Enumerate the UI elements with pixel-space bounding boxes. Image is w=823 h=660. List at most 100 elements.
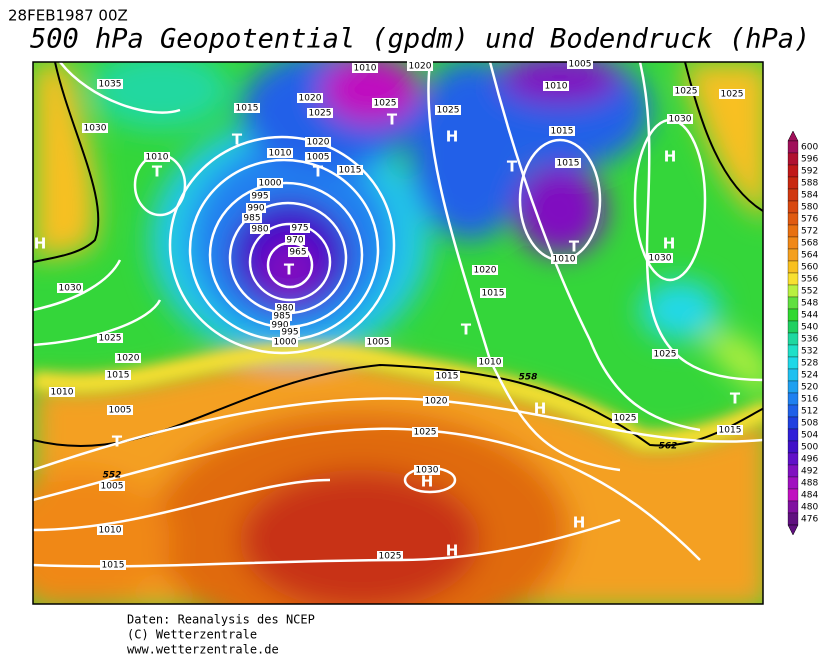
colorbar-swatch <box>787 176 799 190</box>
colorbar-label: 508 <box>801 419 818 429</box>
pressure-center: H <box>34 235 47 253</box>
isobar-label: 980 <box>251 225 268 235</box>
isobar-label: 995 <box>281 328 298 338</box>
colorbar-swatch <box>787 236 799 250</box>
isobar-label-bg <box>250 224 270 234</box>
colorbar-arrow <box>787 130 799 142</box>
isobar-label-bg <box>100 560 126 570</box>
pressure-center: T <box>284 261 295 279</box>
isobar-label: 1030 <box>416 466 439 476</box>
isobar-label-bg <box>337 165 363 175</box>
colorbar-swatch <box>787 224 799 238</box>
isobar-label: 1015 <box>436 372 459 382</box>
colorbar-label: 496 <box>801 455 818 465</box>
colorbar-swatch <box>787 308 799 322</box>
isobar-label-bg <box>305 137 331 147</box>
colorbar-label: 600 <box>801 143 818 153</box>
isobar-label: 1030 <box>84 124 107 134</box>
isobar-label: 1025 <box>414 428 437 438</box>
contour-label: 552 <box>103 471 122 481</box>
colorbar-swatch <box>787 296 799 310</box>
isobar-label: 965 <box>289 248 306 258</box>
pressure-center: T <box>461 321 472 339</box>
colorbar-swatch <box>787 512 799 526</box>
isobar-label-bg <box>97 79 123 89</box>
pressure-center: T <box>387 111 398 129</box>
isobar-label-bg <box>57 283 83 293</box>
colorbar-label: 592 <box>801 167 818 177</box>
pressure-center: T <box>112 433 123 451</box>
colorbar-label: 532 <box>801 347 818 357</box>
colorbar-label: 512 <box>801 407 818 417</box>
isobar-label-bg <box>407 61 433 71</box>
isobar-label: 1015 <box>107 371 130 381</box>
colorbar-swatch <box>787 392 799 406</box>
pressure-center: H <box>446 542 459 560</box>
colorbar-label: 580 <box>801 203 818 213</box>
colorbar-swatch <box>787 416 799 430</box>
isobar-label-bg <box>97 333 123 343</box>
isobar-label-bg <box>480 288 506 298</box>
isobar-label: 1025 <box>721 90 744 100</box>
isobar-label-bg <box>272 311 292 321</box>
isobar-label: 1015 <box>236 104 259 114</box>
pressure-center: H <box>663 235 676 253</box>
isobar-label: 1005 <box>307 153 330 163</box>
colorbar-swatch <box>787 464 799 478</box>
isobar-label-bg <box>234 103 260 113</box>
isobar-label-bg <box>612 413 638 423</box>
colorbar-swatch <box>787 452 799 466</box>
footer-line: (C) Wetterzentrale <box>127 628 257 642</box>
colorbar-swatch <box>787 272 799 286</box>
isobar-label: 1000 <box>274 338 297 348</box>
contour-label: 562 <box>659 442 678 452</box>
isobar-label-bg <box>280 327 300 337</box>
title: 500 hPa Geopotential (gpdm) und Bodendru… <box>30 24 810 55</box>
isobar-label: 1015 <box>551 127 574 137</box>
colorbar-label: 568 <box>801 239 818 249</box>
pressure-center: H <box>573 514 586 532</box>
isobar-label: 990 <box>271 321 288 331</box>
isobar-label: 1010 <box>99 526 122 536</box>
isobar-label: 985 <box>243 214 260 224</box>
colorbar-swatch <box>787 248 799 262</box>
colorbar-swatch <box>787 356 799 370</box>
isobar-label: 1020 <box>474 266 497 276</box>
isobar-label: 1010 <box>553 255 576 265</box>
isobar-label-bg <box>99 481 125 491</box>
isobar-label-bg <box>555 158 581 168</box>
isobar-label: 1025 <box>379 552 402 562</box>
isobar-label-bg <box>290 223 310 233</box>
isobar-label: 970 <box>286 236 303 246</box>
pressure-center: H <box>446 128 459 146</box>
colorbar-swatch <box>787 368 799 382</box>
isobar-label: 1015 <box>557 159 580 169</box>
isobar-label: 985 <box>273 312 290 322</box>
colorbar-label: 488 <box>801 479 818 489</box>
isobar-label-bg <box>250 191 270 201</box>
colorbar-label: 492 <box>801 467 818 477</box>
colorbar-swatch <box>787 212 799 226</box>
isobar-label: 1020 <box>409 62 432 72</box>
pressure-center: T <box>507 158 518 176</box>
isobar-label: 1020 <box>307 138 330 148</box>
isobar-label-bg <box>49 387 75 397</box>
isobar-label-bg <box>377 551 403 561</box>
isobar-label: 1010 <box>146 153 169 163</box>
isobar-label: 1015 <box>719 426 742 436</box>
isobar-label-bg <box>82 123 108 133</box>
isobar-label-bg <box>673 86 699 96</box>
isobar-label: 975 <box>291 224 308 234</box>
isobar-label-bg <box>667 114 693 124</box>
isobar-label: 1015 <box>102 561 125 571</box>
colorbar-swatch <box>787 440 799 454</box>
isobar-label-bg <box>270 320 290 330</box>
isobar-label-bg <box>719 89 745 99</box>
isobar-label-bg <box>288 247 308 257</box>
isobar-label: 980 <box>276 304 293 314</box>
isobar-label: 1010 <box>479 358 502 368</box>
isobar-label-bg <box>477 357 503 367</box>
isobar-label-bg <box>652 349 678 359</box>
footer-line: Daten: Reanalysis des NCEP <box>127 613 315 627</box>
isobar-label-bg <box>285 235 305 245</box>
